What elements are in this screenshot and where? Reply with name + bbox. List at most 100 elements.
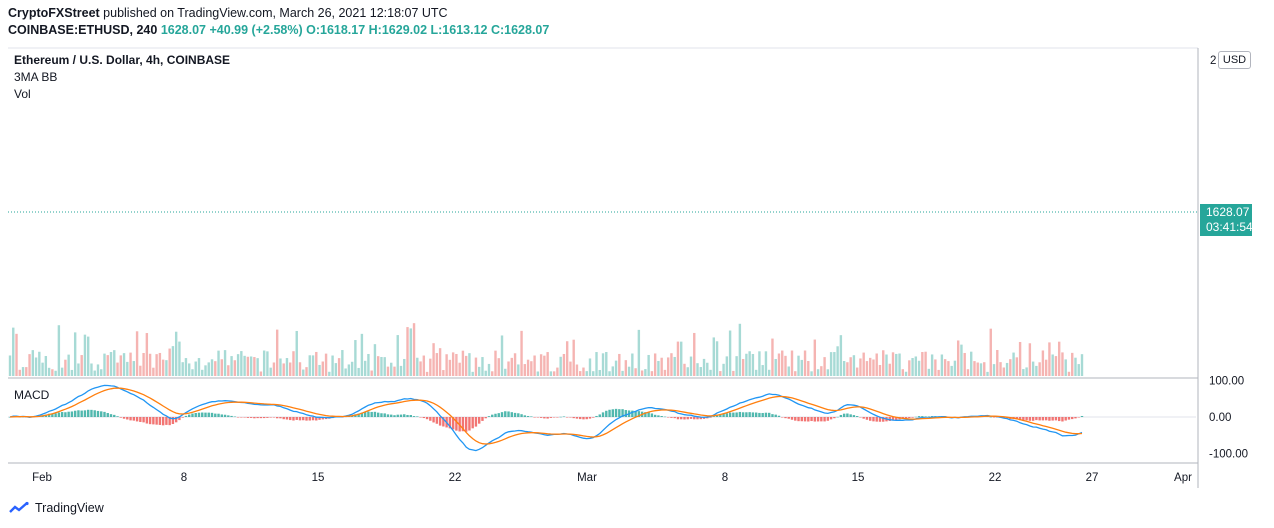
volume-bar	[305, 367, 308, 376]
volume-bar	[559, 356, 562, 376]
volume-bar	[921, 351, 924, 376]
macd-histogram-bar	[64, 412, 67, 417]
macd-histogram-bar	[406, 414, 409, 417]
macd-histogram-bar	[181, 417, 184, 418]
macd-histogram-bar	[363, 412, 367, 417]
volume-bar	[419, 361, 422, 376]
volume-bar	[334, 363, 338, 376]
macd-histogram-bar	[161, 417, 165, 426]
macd-histogram-bar	[367, 411, 370, 417]
volume-bar	[464, 355, 468, 376]
volume-bar	[859, 358, 862, 376]
macd-histogram-bar	[60, 412, 64, 417]
volume-bar	[771, 338, 774, 376]
volume-bar	[285, 358, 289, 376]
volume-bar	[96, 364, 100, 376]
macd-histogram-bar	[653, 414, 657, 417]
macd-histogram-bar	[272, 417, 276, 418]
volume-bar	[1067, 371, 1071, 376]
volume-bar	[67, 354, 70, 376]
volume-bar	[872, 359, 875, 376]
volume-bar	[315, 351, 318, 376]
macd-histogram-bar	[448, 417, 452, 429]
macd-histogram-bar	[914, 416, 918, 418]
macd-histogram-bar	[412, 416, 416, 417]
macd-histogram-bar	[771, 414, 774, 417]
macd-histogram-bar	[429, 417, 432, 421]
macd-histogram-bar	[396, 414, 399, 417]
volume-bar	[748, 351, 751, 376]
volume-bar	[836, 346, 839, 376]
currency-selector[interactable]: USD	[1218, 51, 1251, 69]
macd-histogram-bar	[673, 417, 676, 419]
volume-bar	[621, 370, 624, 376]
volume-bar	[774, 358, 777, 376]
macd-histogram-bar	[657, 415, 660, 417]
volume-bar	[269, 367, 272, 376]
volume-bar	[412, 323, 416, 376]
time-tick-label: 15	[312, 472, 325, 484]
macd-histogram-bar	[468, 417, 471, 431]
macd-histogram-bar	[833, 417, 836, 419]
macd-histogram-bar	[474, 417, 478, 427]
volume-bar	[582, 367, 585, 376]
time-tick-label: Mar	[577, 472, 597, 484]
macd-histogram-bar	[634, 411, 637, 417]
macd-histogram-bar	[621, 409, 624, 417]
macd-histogram-bar	[712, 416, 716, 417]
volume-bar	[820, 366, 823, 376]
indicator-macd[interactable]: MACD	[14, 388, 50, 402]
macd-histogram-bar	[569, 417, 572, 418]
volume-bar	[321, 361, 325, 376]
macd-histogram-bar	[152, 417, 155, 425]
macd-histogram-bar	[601, 412, 605, 417]
macd-histogram-bar	[464, 417, 468, 432]
volume-bar	[533, 355, 536, 376]
volume-bar	[797, 355, 800, 376]
volume-bar	[706, 362, 709, 376]
volume-bar	[1005, 362, 1009, 376]
volume-bar	[738, 323, 742, 376]
macd-histogram-bar	[637, 411, 641, 417]
time-axis-ticks: Feb 8 15 22 Mar 8 15 22 27 Apr	[32, 472, 1192, 484]
macd-histogram-bar	[484, 417, 487, 419]
volume-bar	[445, 354, 448, 376]
volume-bar	[846, 362, 849, 376]
volume-bar	[904, 371, 908, 376]
macd-histogram-bar	[422, 417, 426, 419]
indicator-3ma-bb[interactable]: 3MA BB	[14, 70, 58, 84]
volume-bar	[992, 364, 996, 376]
macd-histogram-bar	[253, 417, 256, 419]
volume-bar	[943, 359, 947, 376]
volume-bar	[403, 358, 406, 376]
volume-bar	[1025, 367, 1028, 376]
macd-histogram-bar	[1064, 417, 1067, 421]
volume-bar	[1038, 362, 1041, 376]
macd-histogram-bar	[1048, 417, 1051, 421]
volume-bar	[12, 327, 15, 376]
macd-histogram-bar	[709, 417, 712, 418]
volume-bar	[869, 357, 872, 376]
macd-histogram-bar	[849, 414, 852, 417]
macd-histogram-bar	[217, 413, 220, 417]
volume-bar	[1077, 364, 1080, 376]
tradingview-brand[interactable]: TradingView	[8, 501, 104, 515]
macd-histogram-bar	[171, 417, 175, 424]
indicator-vol[interactable]: Vol	[14, 87, 31, 101]
volume-bar	[598, 369, 601, 376]
series-title[interactable]: Ethereum / U.S. Dollar, 4h, COINBASE	[14, 53, 231, 67]
volume-bar	[523, 364, 527, 376]
volume-bar	[272, 362, 276, 376]
volume-bar	[999, 362, 1002, 376]
volume-bar	[148, 353, 152, 376]
macd-histogram-bar	[292, 417, 295, 421]
volume-bar	[122, 353, 126, 376]
macd-histogram-bar	[425, 417, 429, 420]
volume-bar	[989, 328, 992, 376]
volume-bar	[940, 354, 944, 376]
macd-histogram-bar	[315, 417, 318, 421]
time-tick-label: Feb	[32, 472, 52, 484]
volume-bar	[145, 333, 149, 376]
volume-bar	[595, 352, 598, 376]
